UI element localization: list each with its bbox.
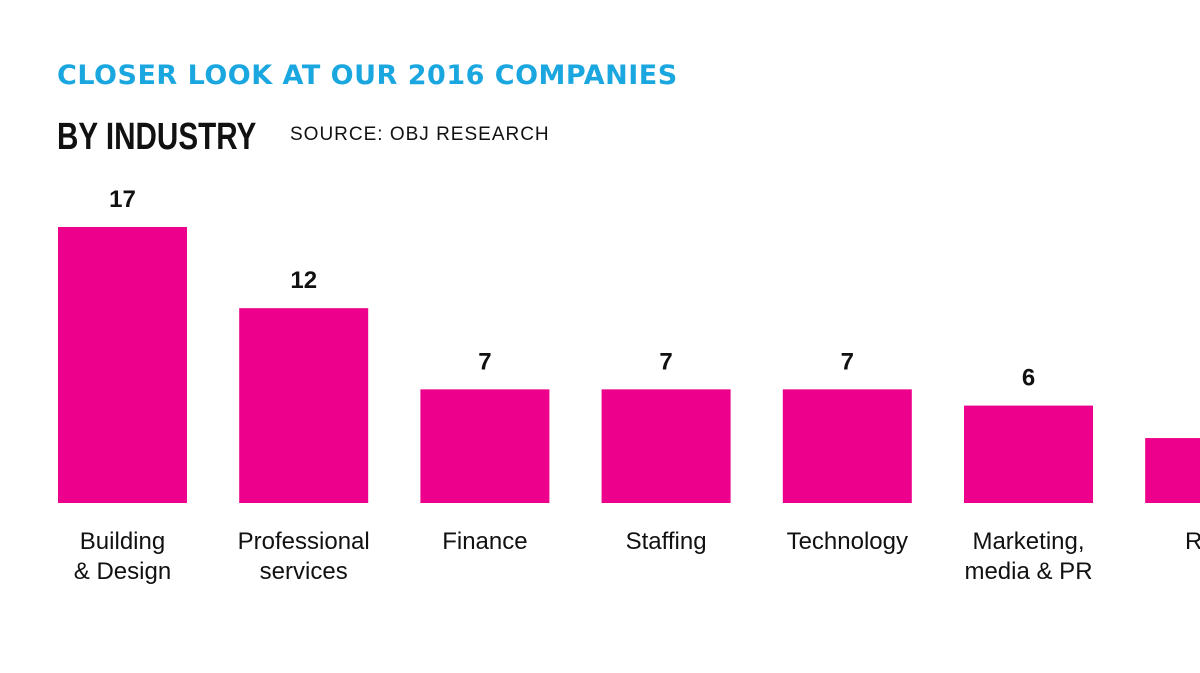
source-note: SOURCE: OBJ RESEARCH (290, 124, 550, 145)
category-label-2-0: Finance (442, 528, 527, 555)
category-label-3-0: Staffing (626, 528, 707, 555)
bar-0 (58, 227, 187, 503)
category-label-0-0: Building (80, 528, 165, 555)
bar-5 (964, 405, 1093, 503)
value-label-0: 17 (109, 186, 136, 213)
value-label-1: 12 (290, 267, 317, 294)
value-label-2: 7 (478, 348, 491, 375)
category-label-1-0: Professional (238, 528, 370, 555)
bar-1 (239, 308, 369, 503)
category-label-1-1: services (260, 558, 348, 585)
category-label-5-0: Marketing, (972, 528, 1084, 555)
category-label-4-0: Technology (787, 528, 908, 555)
bar-4 (782, 389, 912, 503)
category-label-0-1: & Design (74, 558, 171, 585)
chart-kicker: CLOSER LOOK AT OUR 2016 COMPANIES (57, 60, 678, 91)
category-label-6-0: Real (1185, 528, 1200, 555)
chart-title: BY INDUSTRY (57, 116, 257, 158)
value-label-3: 7 (659, 348, 672, 375)
bar-6 (1145, 438, 1200, 503)
bar-3 (601, 389, 731, 503)
category-label-5-1: media & PR (964, 558, 1092, 585)
value-label-5: 6 (1022, 365, 1035, 392)
bar-2 (420, 389, 550, 503)
value-label-4: 7 (841, 348, 854, 375)
